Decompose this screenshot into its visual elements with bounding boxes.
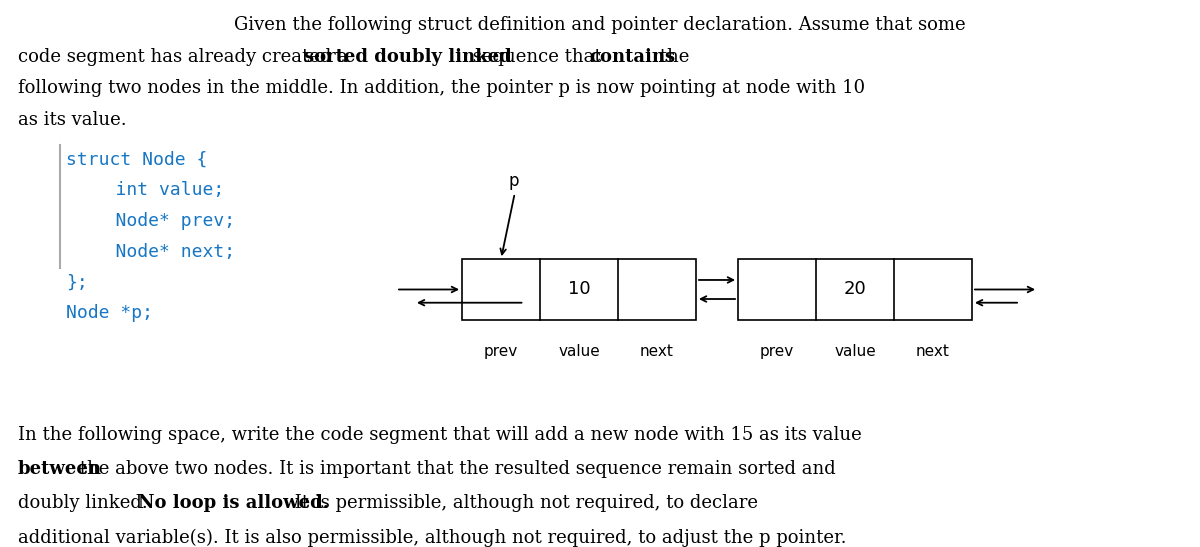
Text: Node* prev;: Node* prev; [72,212,235,230]
FancyBboxPatch shape [462,259,696,320]
Text: contains: contains [589,48,676,66]
Text: 20: 20 [844,281,866,299]
Text: It is permissible, although not required, to declare: It is permissible, although not required… [289,494,758,513]
Text: Given the following struct definition and pointer declaration. Assume that some: Given the following struct definition an… [234,16,966,34]
Text: next: next [916,344,950,359]
Text: code segment has already created a: code segment has already created a [18,48,354,66]
Text: value: value [834,344,876,359]
Text: int value;: int value; [72,182,224,199]
Text: In the following space, write the code segment that will add a new node with 15 : In the following space, write the code s… [18,426,862,444]
Text: struct Node {: struct Node { [66,150,208,168]
Text: as its value.: as its value. [18,111,127,129]
Text: the: the [654,48,690,66]
Text: the above two nodes. It is important that the resulted sequence remain sorted an: the above two nodes. It is important tha… [74,460,835,478]
Text: 10: 10 [568,281,590,299]
Text: prev: prev [760,344,794,359]
Text: following two nodes in the middle. In addition, the pointer p is now pointing at: following two nodes in the middle. In ad… [18,79,865,97]
Text: Node *p;: Node *p; [66,304,154,322]
Text: between: between [18,460,102,478]
Text: };: }; [66,274,88,292]
Text: p: p [509,172,520,190]
Text: Node* next;: Node* next; [72,243,235,261]
Text: doubly linked.: doubly linked. [18,494,154,513]
Text: value: value [558,344,600,359]
Text: sequence that: sequence that [467,48,607,66]
Text: additional variable(s). It is also permissible, although not required, to adjust: additional variable(s). It is also permi… [18,529,846,547]
Text: No loop is allowed.: No loop is allowed. [138,494,329,513]
FancyBboxPatch shape [738,259,972,320]
Text: sorted doubly linked: sorted doubly linked [304,48,511,66]
Text: prev: prev [484,344,518,359]
Text: next: next [640,344,674,359]
